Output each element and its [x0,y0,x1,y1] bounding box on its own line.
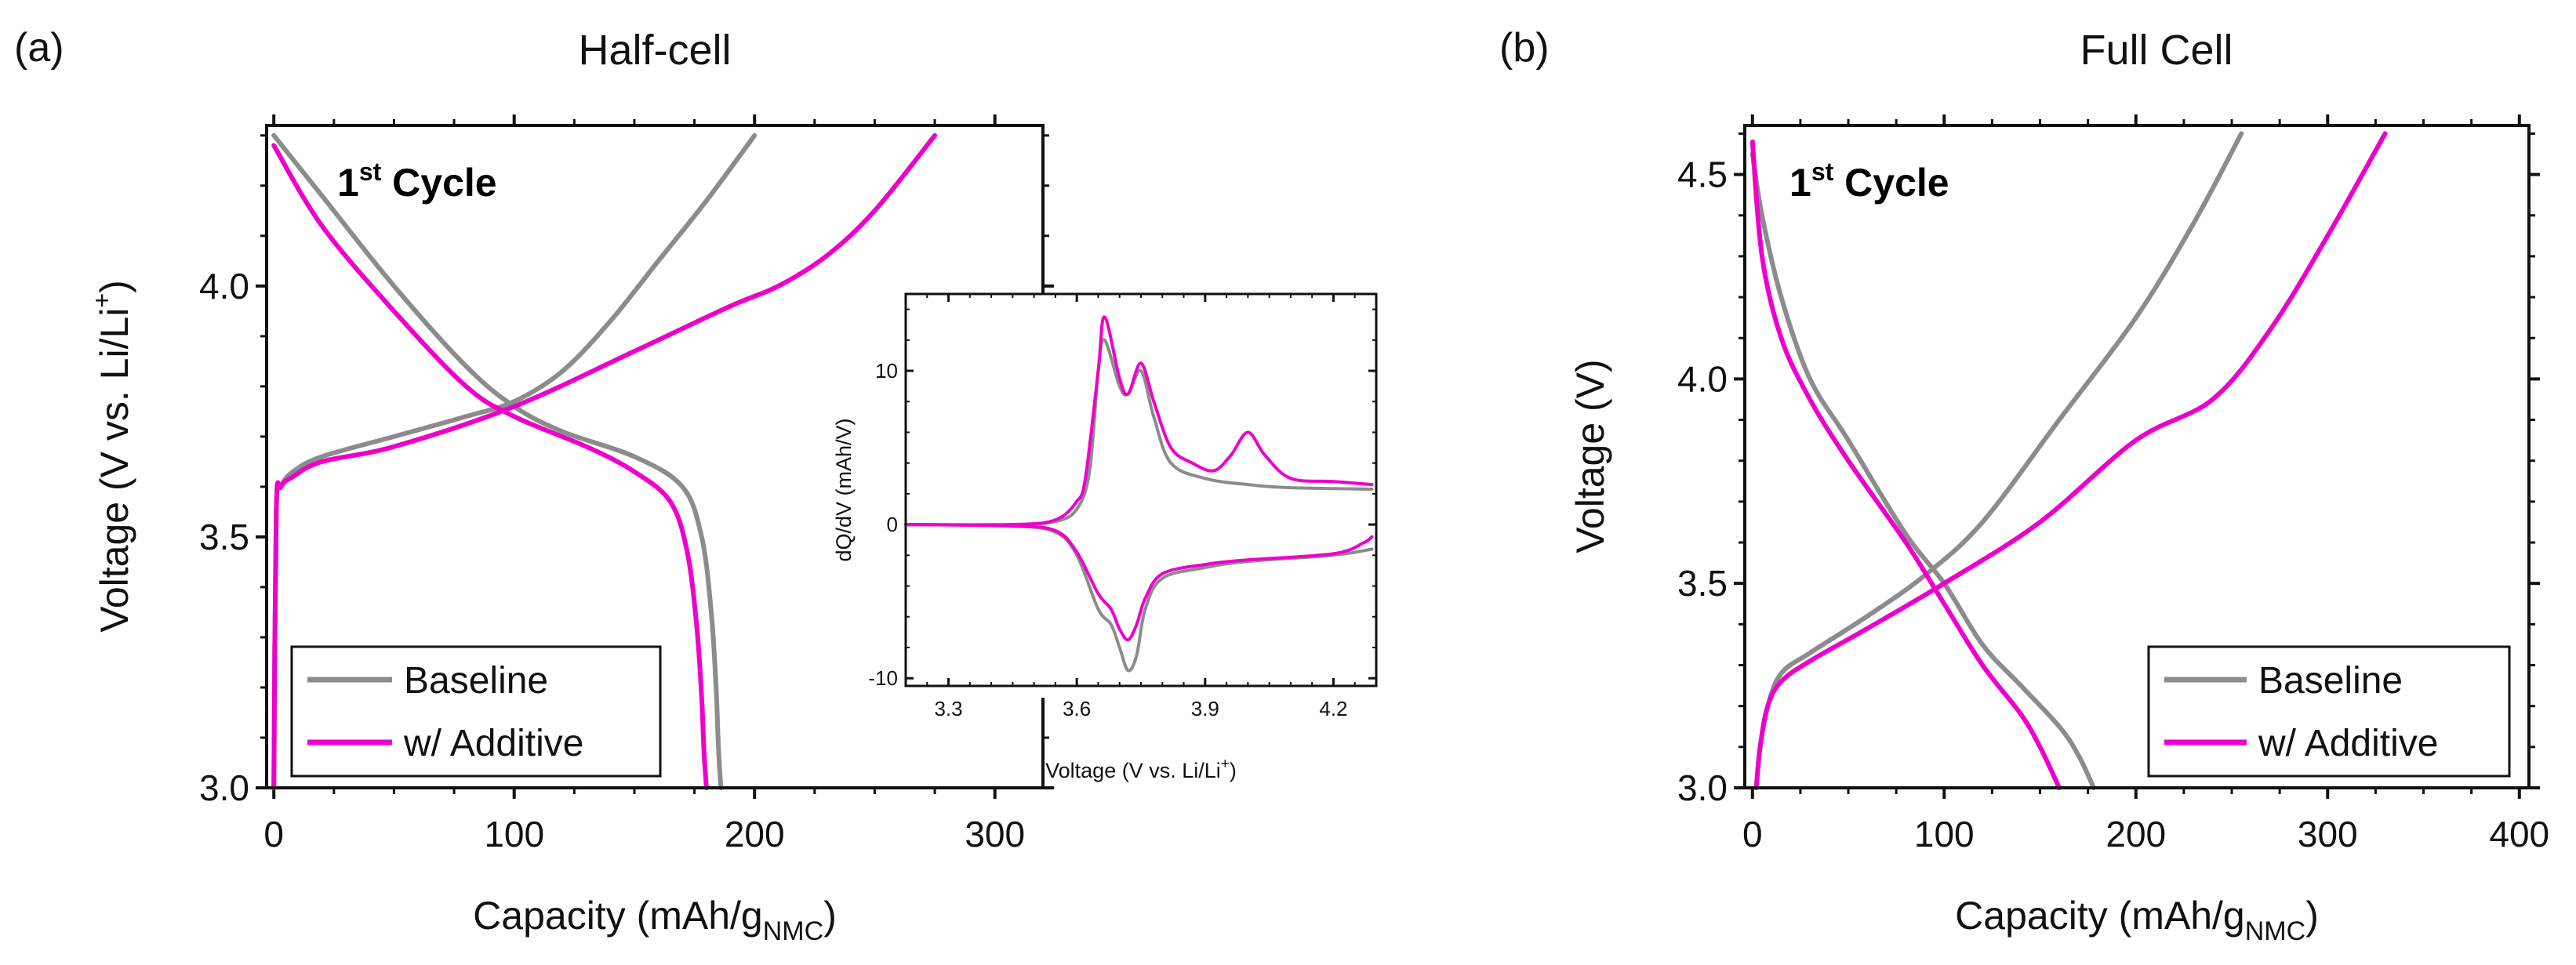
panel-b-series-w-additive-discharge [1749,139,2062,790]
panel-a-cycle-label: 1st Cycle [337,158,497,205]
panel-a-xlabel: Capacity (mAh/gNMC) [473,894,837,946]
panel-a-legend-baseline: Baseline [404,660,548,702]
panel-b-ytick-label: 3.5 [1677,563,1728,604]
panel-b-legend: Baseline w/ Additive [2147,645,2511,778]
panel-b-xtick-label: 200 [2105,814,2166,854]
inset-xlabel: Voltage (V vs. Li/Li+) [1045,756,1237,782]
panel-a-ytick-label: 3.0 [199,767,249,808]
inset-ytick-label: 0 [887,513,898,536]
panel-b-legend-box [2147,645,2511,778]
inset-curves [904,315,1374,673]
panel-b-curves [1749,131,2388,790]
panel-a-series-baseline-discharge [271,132,724,790]
panel-b-legend-baseline: Baseline [2258,660,2403,702]
panel-a-legend: Baseline w/ Additive [290,645,662,778]
panel-b-legend-additive: w/ Additive [2258,723,2438,764]
panel-a-curves [271,132,938,790]
inset-xtick-label: 3.6 [1063,697,1091,720]
inset-ytick-label: -10 [868,666,898,690]
panel-a-xtick-label: 300 [965,814,1025,854]
inset-frame [904,292,1378,687]
panel-a-ytick-label: 3.5 [199,517,249,557]
panel-b-ylabel: Voltage (V) [1568,359,1612,553]
inset-series-w-additive-charge [904,315,1374,527]
inset-xtick-label: 3.3 [934,697,962,720]
inset-background [863,294,1380,698]
inset-xtick-label: 4.2 [1319,697,1347,720]
panel-b-series-baseline-discharge [1749,151,2096,790]
panel-a-series-w-additive-discharge [271,143,709,790]
panel-a-legend-additive: w/ Additive [403,723,583,764]
panel-a-label: (a) [14,25,64,71]
panel-b-ytick-label: 4.0 [1677,358,1728,399]
panel-b-xlabel: Capacity (mAh/gNMC) [1955,894,2319,946]
inset-series-baseline-charge [904,338,1374,527]
panel-b-title: Full Cell [2080,27,2233,74]
panel-b-xtick-label: 400 [2489,814,2549,854]
inset-series-w-additive-discharge [904,523,1374,642]
panel-a-legend-box [290,645,662,778]
panel-a-ytick-label: 4.0 [199,266,249,307]
panel-b-ytick-label: 3.0 [1677,767,1728,808]
panel-a-xtick-label: 0 [263,814,284,854]
panel-b-ytick-label: 4.5 [1677,154,1728,195]
panel-b-label: (b) [1499,25,1550,71]
panel-a-xtick-label: 200 [725,814,785,854]
panel-a-title: Half-cell [578,27,731,74]
panel-b-xtick-label: 100 [1914,814,1975,854]
panel-b-xtick-label: 0 [1742,814,1763,854]
inset-ytick-label: 10 [875,359,898,383]
panel-a-ylabel: Voltage (V vs. Li/Li+) [88,280,136,632]
panel-b-frame [1743,124,2531,789]
panel-b: (b) Full Cell 0 100 200 300 4003.03.54.04.5 … [1499,25,2549,946]
inset-xtick-label: 3.9 [1191,697,1219,720]
panel-b-cycle-label: 1st Cycle [1789,158,1949,205]
panel-b-series-w-additive-charge [1753,131,2388,790]
panel-a-xtick-label: 100 [484,814,544,854]
inset: 3.3 3.6 3.9 4.2 -10 0 10 Voltage (V vs. Li/Li+… [832,292,1380,782]
inset-ylabel: dQ/dV (mAh/V) [832,418,856,561]
panel-b-xtick-label: 300 [2298,814,2358,854]
